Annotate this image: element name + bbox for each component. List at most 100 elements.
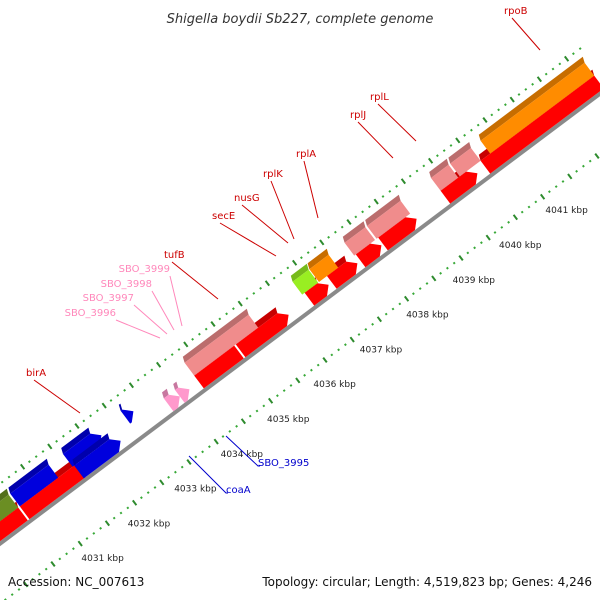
inner-tick: [38, 572, 41, 576]
gene-feature: [327, 261, 358, 289]
inner-tick: [58, 557, 62, 561]
inner-tick: [418, 287, 422, 290]
kbp-tick-label: 4032 kbp: [128, 519, 171, 529]
inner-tick: [384, 312, 388, 316]
inner-tick: [547, 190, 551, 194]
outer-tick: [354, 215, 358, 219]
inner-tick: [371, 322, 375, 326]
outer-tick: [170, 353, 174, 356]
gene-feature: [184, 314, 259, 376]
inner-tick: [153, 486, 157, 489]
gene-label-rpll: rplL: [370, 92, 389, 103]
outer-tick: [136, 378, 140, 382]
outer-tick: [408, 174, 412, 178]
inner-tick: [159, 479, 165, 486]
inner-tick: [507, 220, 511, 224]
gene-feature-top: [173, 381, 179, 390]
inner-tick: [376, 316, 383, 323]
inner-tick: [255, 409, 259, 413]
inner-tick: [146, 491, 150, 494]
outer-tick: [34, 455, 38, 458]
outer-tick: [68, 429, 72, 433]
label-leader-lines: [33, 17, 541, 494]
inner-tick: [194, 455, 198, 459]
outer-tick: [449, 144, 453, 147]
outer-tick: [578, 47, 582, 51]
inner-tick: [119, 511, 123, 515]
outer-tick: [291, 259, 298, 266]
outer-tick: [96, 409, 99, 413]
gene-label-sbo-3998: SBO_3998: [101, 279, 152, 290]
inner-tick: [104, 520, 110, 527]
kbp-scale-labels: 4031 kbp 4032 kbp 4033 kbp 4034 kbp 4035 kbp…: [81, 206, 588, 564]
outer-tick: [286, 266, 290, 270]
outer-tick: [204, 327, 208, 331]
outer-tick: [306, 251, 310, 254]
inner-tick-track: [4, 153, 600, 600]
outer-tick: [225, 312, 228, 316]
outer-tick: [395, 184, 399, 188]
inner-tick: [466, 251, 470, 255]
inner-tick: [213, 438, 219, 445]
outer-tick: [183, 341, 189, 348]
inner-tick: [289, 384, 293, 387]
inner-tick: [112, 516, 116, 520]
kbp-tick-label: 4033 kbp: [174, 485, 217, 495]
outer-tick: [327, 235, 331, 239]
outer-tick: [259, 286, 263, 290]
gene-feature-top: [448, 142, 471, 164]
gene-feature: [19, 464, 87, 520]
outer-tick: [177, 348, 181, 351]
outer-tick: [82, 419, 86, 423]
gene-feature: [480, 75, 600, 174]
inner-tick: [186, 459, 192, 465]
gene-features: [0, 56, 600, 542]
outer-tick: [55, 439, 59, 443]
outer-tick: [191, 337, 194, 341]
inner-tick: [500, 226, 504, 229]
outer-tick: [313, 246, 317, 249]
inner-tick: [349, 336, 355, 343]
gene-feature: [309, 254, 339, 282]
outer-tick: [101, 402, 107, 409]
outer-tick: [156, 361, 162, 368]
kbp-tick-label: 4039 kbp: [453, 276, 496, 286]
outer-tick: [435, 154, 439, 158]
outer-tick: [509, 96, 515, 103]
label-leader: [357, 121, 394, 159]
inner-tick: [10, 593, 14, 597]
gene-label-sbo-3995: SBO_3995: [258, 458, 309, 469]
inner-tick: [267, 397, 274, 404]
accession-text: Accession: NC_007613: [8, 575, 144, 589]
gene-feature: [304, 283, 329, 306]
gene-label-rplk: rplK: [263, 169, 283, 180]
gene-label-sbo-3996: SBO_3996: [65, 308, 116, 319]
gene-label-sbo-3999: SBO_3999: [119, 264, 170, 275]
inner-tick: [411, 292, 415, 296]
inner-tick: [403, 295, 410, 302]
outer-tick: [319, 239, 325, 246]
outer-tick: [27, 460, 31, 464]
outer-tick: [415, 169, 419, 173]
gene-feature-top: [72, 433, 110, 466]
gene-feature: [63, 433, 102, 467]
inner-tick: [512, 214, 519, 221]
inner-tick: [50, 560, 56, 568]
inner-tick: [561, 180, 565, 183]
gene-feature: [194, 345, 244, 389]
inner-tick: [77, 540, 83, 547]
inner-tick: [520, 210, 524, 214]
inner-tick: [295, 377, 301, 384]
inner-tick: [44, 567, 48, 571]
outer-tick: [563, 55, 570, 62]
outer-tick: [400, 178, 407, 185]
inner-tick: [235, 424, 238, 428]
label-leader: [171, 261, 219, 300]
gene-feature: [175, 387, 190, 403]
inner-tick: [575, 169, 579, 173]
label-leader: [219, 222, 277, 257]
inner-tick: [527, 205, 531, 209]
outer-tick: [367, 205, 371, 209]
gene-feature-top: [307, 248, 329, 270]
